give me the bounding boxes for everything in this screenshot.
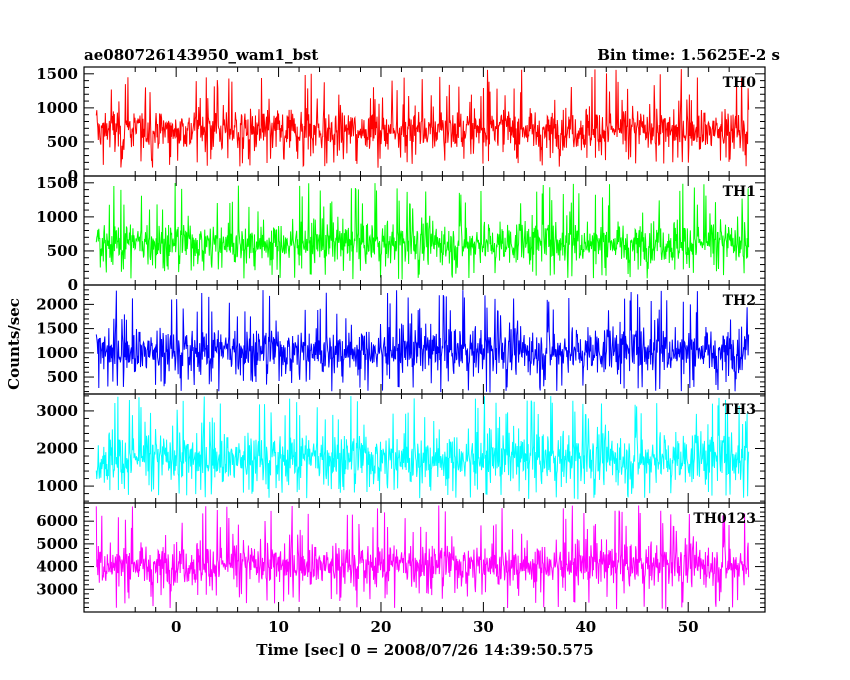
panel-th0: 0 500 1000 1500 TH0 bbox=[36, 65, 766, 185]
panel-label-th3: TH3 bbox=[723, 402, 756, 418]
series-line-th2 bbox=[95, 290, 750, 393]
x-tick-label: 50 bbox=[678, 618, 699, 636]
panel-frame bbox=[83, 175, 766, 286]
series-line-th0 bbox=[95, 69, 750, 168]
bin-time-label: Bin time: 1.5625E-2 s bbox=[597, 46, 780, 64]
panel-label-th0123: TH0123 bbox=[693, 511, 756, 527]
y-tick-label: 500 bbox=[47, 368, 78, 386]
y-tick-label: 3000 bbox=[36, 402, 78, 420]
y-tick-label: 4000 bbox=[36, 558, 78, 576]
y-tick-label: 1500 bbox=[36, 320, 78, 338]
panel-label-th0: TH0 bbox=[723, 75, 757, 91]
y-tick-label: 500 bbox=[47, 242, 78, 260]
x-tick-label: 0 bbox=[171, 618, 181, 636]
y-axis-label: Counts/sec bbox=[5, 298, 23, 390]
panels-group: 0 500 1000 1500 TH0 0 500 1000 1500 TH1 500 1000 150… bbox=[36, 65, 766, 613]
y-tick-label: 5000 bbox=[36, 535, 78, 553]
y-tick-label: 1000 bbox=[36, 208, 78, 226]
y-tick-label: 2000 bbox=[36, 295, 78, 313]
y-tick-label: 3000 bbox=[36, 580, 78, 598]
y-tick-label: 6000 bbox=[36, 512, 78, 530]
y-tick-label: 1000 bbox=[36, 344, 78, 362]
series-line-th1 bbox=[95, 183, 750, 280]
y-tick-label: 1000 bbox=[36, 99, 78, 117]
y-tick-label: 1500 bbox=[36, 174, 78, 192]
x-tick-label: 20 bbox=[371, 618, 392, 636]
panel-label-th1: TH1 bbox=[723, 184, 756, 200]
panel-th1: 0 500 1000 1500 TH1 bbox=[36, 174, 766, 294]
chart-title: ae080726143950_wam1_bst bbox=[84, 46, 318, 64]
y-tick-label: 0 bbox=[68, 167, 78, 185]
x-tick-label: 10 bbox=[268, 618, 289, 636]
series-line-th3 bbox=[95, 396, 750, 500]
x-axis-label: Time [sec] 0 = 2008/07/26 14:39:50.575 bbox=[256, 641, 593, 659]
y-tick-label: 1500 bbox=[36, 65, 78, 83]
y-tick-label: 0 bbox=[68, 276, 78, 294]
y-tick-label: 500 bbox=[47, 133, 78, 151]
panel-th2: 500 1000 1500 2000 TH2 bbox=[36, 284, 766, 395]
y-tick-label: 2000 bbox=[36, 440, 78, 458]
x-tick-label: 40 bbox=[575, 618, 596, 636]
x-tick-labels: 0 10 20 30 40 50 bbox=[171, 618, 699, 636]
series-line-th0123 bbox=[95, 505, 750, 610]
y-tick-label: 1000 bbox=[36, 477, 78, 495]
panel-th3: 1000 2000 3000 TH3 bbox=[36, 393, 766, 504]
panel-label-th2: TH2 bbox=[723, 293, 756, 309]
x-tick-label: 30 bbox=[473, 618, 494, 636]
panel-th0123: 3000 4000 5000 6000 TH0123 bbox=[36, 502, 766, 613]
